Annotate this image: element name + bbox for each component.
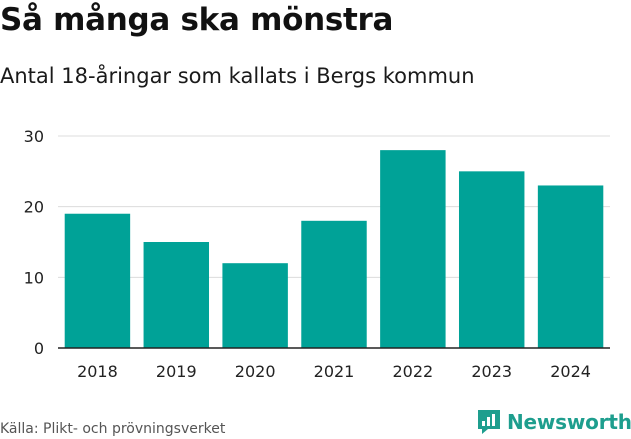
x-tick-label: 2024	[550, 362, 591, 381]
y-tick-label: 10	[24, 268, 44, 287]
brand-logo: Newsworthy	[476, 406, 631, 438]
x-tick-label: 2020	[235, 362, 276, 381]
y-tick-label: 30	[24, 127, 44, 146]
chart-subtitle: Antal 18-åringar som kallats i Bergs kom…	[0, 64, 475, 88]
bar-2020	[222, 263, 288, 348]
x-tick-label: 2018	[77, 362, 118, 381]
x-tick-label: 2023	[471, 362, 512, 381]
x-tick-label: 2019	[156, 362, 197, 381]
newsworthy-logo-icon	[478, 410, 500, 434]
bar-2018	[64, 213, 131, 348]
bars	[64, 150, 604, 348]
brand-name: Newsworthy	[507, 410, 631, 434]
y-tick-label: 20	[24, 198, 44, 217]
x-tick-label: 2022	[392, 362, 433, 381]
y-tick-label: 0	[34, 339, 44, 358]
source-note: Källa: Plikt- och prövningsverket	[0, 421, 226, 437]
bar-2021	[301, 220, 367, 348]
chart-title: Så många ska mönstra	[0, 2, 394, 38]
bar-2024	[537, 185, 604, 348]
bar-2019	[143, 242, 210, 348]
bar-2023	[458, 171, 525, 348]
x-axis-ticks: 2018 2019 2020 2021 2022 2023 2024	[77, 362, 591, 381]
bar-2022	[380, 150, 446, 348]
x-tick-label: 2021	[314, 362, 355, 381]
y-axis-ticks: 0 10 20 30	[24, 127, 44, 358]
